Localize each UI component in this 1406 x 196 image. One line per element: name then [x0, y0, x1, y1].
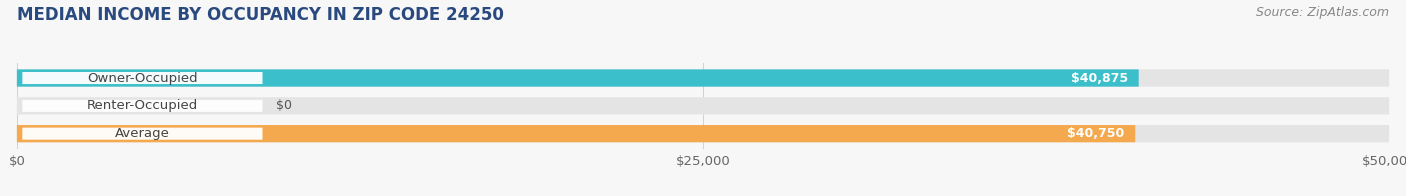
FancyBboxPatch shape	[22, 128, 263, 140]
FancyBboxPatch shape	[17, 69, 1389, 87]
Text: $40,750: $40,750	[1067, 127, 1125, 140]
FancyBboxPatch shape	[17, 125, 1389, 142]
Text: Renter-Occupied: Renter-Occupied	[87, 99, 198, 112]
FancyBboxPatch shape	[22, 100, 263, 112]
FancyBboxPatch shape	[17, 125, 1135, 142]
Text: MEDIAN INCOME BY OCCUPANCY IN ZIP CODE 24250: MEDIAN INCOME BY OCCUPANCY IN ZIP CODE 2…	[17, 6, 503, 24]
Text: Average: Average	[115, 127, 170, 140]
Text: Owner-Occupied: Owner-Occupied	[87, 72, 198, 84]
Text: $40,875: $40,875	[1070, 72, 1128, 84]
Text: $0: $0	[276, 99, 292, 112]
FancyBboxPatch shape	[22, 72, 263, 84]
FancyBboxPatch shape	[17, 97, 1389, 114]
FancyBboxPatch shape	[17, 69, 1139, 87]
Text: Source: ZipAtlas.com: Source: ZipAtlas.com	[1256, 6, 1389, 19]
